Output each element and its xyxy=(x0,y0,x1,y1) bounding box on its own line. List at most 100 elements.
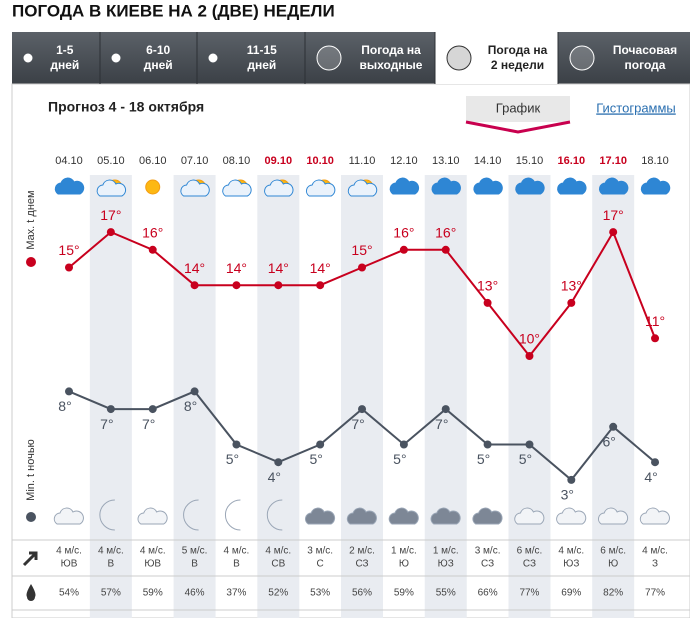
view-tab-active[interactable] xyxy=(466,96,570,122)
stripe xyxy=(257,175,300,618)
wind-speed: 4 м/с. xyxy=(265,546,291,557)
temp-point xyxy=(190,387,199,396)
temp-label: 3° xyxy=(561,487,574,503)
view-tab-underline xyxy=(465,120,571,134)
temp-point xyxy=(358,263,367,272)
temp-label: 15° xyxy=(351,242,372,258)
tab-icon xyxy=(23,53,33,63)
temp-point xyxy=(148,245,157,254)
temp-label: 15° xyxy=(58,242,79,258)
cloud-icon xyxy=(305,179,336,197)
cloud-icon xyxy=(347,179,378,197)
humidity-icon xyxy=(26,584,36,601)
sun-icon xyxy=(145,179,161,195)
tab-active[interactable] xyxy=(435,30,558,84)
wind-direction: СВ xyxy=(271,559,285,570)
date-label: 15.10 xyxy=(516,155,544,167)
night-cloud-icon xyxy=(346,507,377,525)
temp-point xyxy=(525,352,534,360)
temp-point xyxy=(232,281,241,290)
humidity: 57% xyxy=(101,588,121,599)
night-cloud-icon xyxy=(53,507,84,525)
wind-direction: ЮВ xyxy=(144,559,161,570)
date-label: 04.10 xyxy=(55,155,83,167)
humidity: 69% xyxy=(561,588,581,599)
series-dot xyxy=(26,257,36,267)
wind-direction: СЗ xyxy=(355,559,368,570)
wind-speed: 4 м/с. xyxy=(140,546,166,557)
temp-point xyxy=(399,245,408,254)
temp-label: 5° xyxy=(519,451,532,467)
tab-label[interactable]: Погода на 2 недели xyxy=(488,43,548,72)
wind-direction: Ю xyxy=(608,559,618,570)
date-label: 13.10 xyxy=(432,155,460,167)
temp-label: 7° xyxy=(100,416,113,432)
temp-label: 8° xyxy=(58,398,71,414)
date-label: 06.10 xyxy=(139,155,167,167)
temp-label: 16° xyxy=(142,225,163,241)
cloud-icon xyxy=(96,179,126,197)
temp-point xyxy=(483,298,492,307)
tab-label[interactable]: Погода на выходные xyxy=(360,43,423,72)
wind-icon xyxy=(22,551,38,567)
wind-speed: 4 м/с. xyxy=(558,546,584,557)
temp-label: 17° xyxy=(100,207,121,223)
date-label: 09.10 xyxy=(265,155,293,167)
temp-point xyxy=(609,422,618,431)
temp-label: 4° xyxy=(644,469,657,485)
humidity: 56% xyxy=(352,588,372,599)
tab-icon xyxy=(446,45,472,71)
tab-label[interactable]: 6-10 дней xyxy=(144,43,173,72)
date-label: 07.10 xyxy=(181,155,209,167)
temp-label: 13° xyxy=(561,278,582,294)
cloud-icon xyxy=(598,177,629,195)
tab-label[interactable]: 11-15 дней xyxy=(247,43,277,72)
view-tab[interactable]: Гистограммы xyxy=(596,100,676,115)
night-cloud-icon xyxy=(514,507,545,525)
temp-point xyxy=(567,298,576,307)
humidity: 52% xyxy=(268,588,288,599)
cloud-icon xyxy=(180,179,210,197)
tab-icon xyxy=(208,53,218,63)
date-label: 11.10 xyxy=(349,155,376,167)
temp-label: 7° xyxy=(142,416,155,432)
wind-direction: СЗ xyxy=(523,559,536,570)
temp-point xyxy=(316,281,325,290)
cloud-icon xyxy=(264,179,294,197)
cloud-icon xyxy=(640,177,671,195)
wind-speed: 3 м/с. xyxy=(307,546,333,557)
tab-label[interactable]: Почасовая погода xyxy=(613,43,677,72)
view-tab[interactable]: График xyxy=(496,100,541,115)
date-label: 12.10 xyxy=(390,155,418,167)
wind-speed: 1 м/с. xyxy=(391,546,417,557)
tab-label[interactable]: 1-5 дней xyxy=(50,43,79,72)
humidity: 46% xyxy=(185,588,205,599)
night-cloud-icon xyxy=(388,507,419,525)
temp-point xyxy=(567,475,576,484)
wind-direction: ЮЗ xyxy=(563,559,579,570)
temp-point xyxy=(106,405,115,414)
temp-label: 13° xyxy=(477,278,498,294)
wind-speed: 6 м/с. xyxy=(600,546,626,557)
stripe xyxy=(89,175,132,618)
wind-speed: 1 м/с. xyxy=(433,546,459,557)
temp-label: 5° xyxy=(477,451,490,467)
wind-direction: В xyxy=(108,559,115,570)
wind-speed: 6 м/с. xyxy=(517,546,543,557)
humidity: 66% xyxy=(478,588,498,599)
temp-point xyxy=(483,440,492,449)
temp-label: 10° xyxy=(519,331,540,347)
temp-label: 5° xyxy=(393,451,406,467)
wind-speed: 4 м/с. xyxy=(98,546,124,557)
temp-point xyxy=(274,281,283,290)
wind-direction: В xyxy=(233,559,240,570)
temp-label: 5° xyxy=(309,451,322,467)
date-label: 05.10 xyxy=(97,155,125,167)
humidity: 82% xyxy=(603,588,623,599)
wind-direction: СЗ xyxy=(481,559,494,570)
temp-label: 6° xyxy=(602,434,615,450)
temp-label: 5° xyxy=(226,451,239,467)
moon-icon xyxy=(225,499,241,531)
tab-icon xyxy=(569,45,595,71)
